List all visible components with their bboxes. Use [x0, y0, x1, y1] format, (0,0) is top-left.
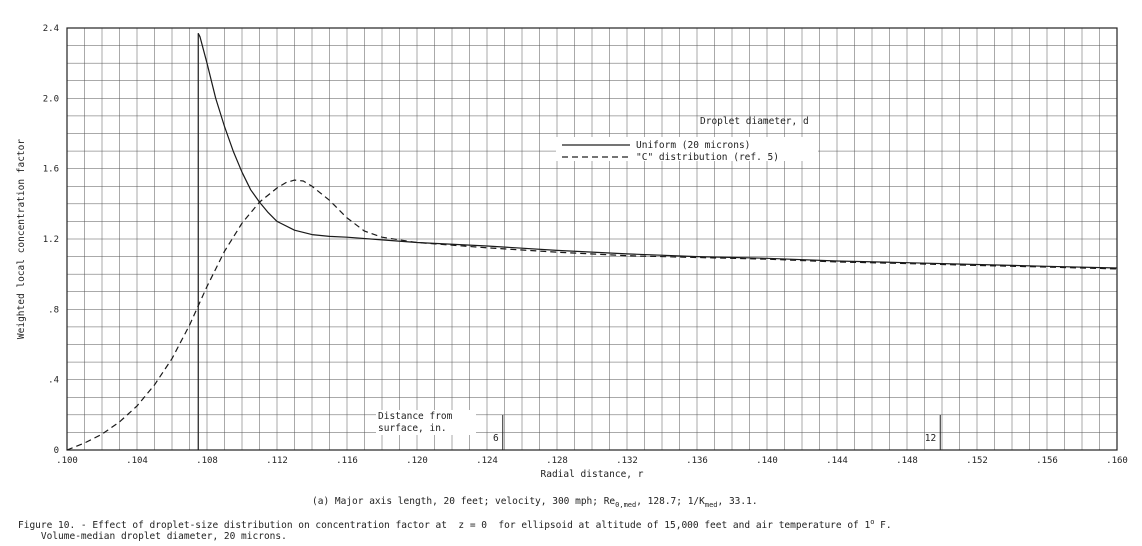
series-line-c-distribution	[66, 179, 1118, 451]
distance-tick-label: 6	[493, 433, 499, 444]
y-tick-label: 2.0	[43, 94, 59, 104]
x-tick-label: .156	[1036, 456, 1058, 466]
legend: Droplet diameter, d Uniform (20 microns)…	[556, 116, 818, 163]
x-tick-label: .136	[686, 456, 708, 466]
distance-label-line1: Distance from	[378, 411, 453, 422]
x-tick-label: .124	[476, 456, 498, 466]
x-tick-label: .152	[966, 456, 988, 466]
legend-label-uniform: Uniform (20 microns)	[636, 140, 750, 151]
figure-caption-line1: Figure 10. - Effect of droplet-size dist…	[18, 518, 892, 532]
x-tick-label: .132	[616, 456, 638, 466]
x-tick-label: .112	[266, 456, 288, 466]
x-tick-label: .120	[406, 456, 428, 466]
figure-caption: Figure 10. - Effect of droplet-size dist…	[18, 517, 892, 542]
x-tick-label: .128	[546, 456, 568, 466]
y-axis-label: Weighted local concentration factor	[16, 139, 27, 339]
series-line-uniform	[197, 33, 1118, 269]
legend-label-c-distribution: "C" distribution (ref. 5)	[636, 152, 779, 163]
x-tick-label: .144	[826, 456, 848, 466]
y-tick-label: .8	[48, 305, 59, 315]
concentration-factor-chart: .100 .104 .108 .112 .116 .120 .124 .128 .132 .136…	[16, 24, 1128, 480]
x-tick-label: .116	[336, 456, 358, 466]
x-tick-label: .104	[126, 456, 148, 466]
y-axis-ticks: 0 .4 .8 1.2 1.6 2.0 2.4	[43, 24, 59, 456]
legend-title: Droplet diameter, d	[700, 116, 809, 127]
grid	[66, 27, 1118, 451]
x-tick-label: .108	[196, 456, 218, 466]
distance-scale: Distance from surface, in. 6 12	[376, 410, 941, 450]
legend-background	[556, 137, 818, 161]
x-tick-label: .148	[896, 456, 918, 466]
y-tick-label: 1.2	[43, 235, 59, 245]
distance-label-background	[376, 410, 476, 435]
x-tick-label: .160	[1106, 456, 1128, 466]
plot-frame	[66, 27, 1118, 451]
distance-label-line2: surface, in.	[378, 423, 447, 434]
y-tick-label: .4	[48, 376, 59, 386]
x-tick-label: .100	[56, 456, 78, 466]
x-axis-ticks: .100 .104 .108 .112 .116 .120 .124 .128 .132 .136…	[56, 456, 1128, 466]
y-tick-label: 2.4	[43, 24, 59, 34]
x-axis-label: Radial distance, r	[541, 469, 644, 480]
y-tick-label: 1.6	[43, 165, 59, 175]
y-tick-label: 0	[54, 446, 59, 456]
figure-caption-line2: Volume-median droplet diameter, 20 micro…	[18, 531, 287, 543]
distance-tick-label: 12	[925, 433, 936, 444]
x-tick-label: .140	[756, 456, 778, 466]
series-lines	[66, 33, 1118, 451]
plot-border	[66, 27, 1118, 451]
subfigure-caption: (a) Major axis length, 20 feet; velocity…	[312, 496, 758, 509]
